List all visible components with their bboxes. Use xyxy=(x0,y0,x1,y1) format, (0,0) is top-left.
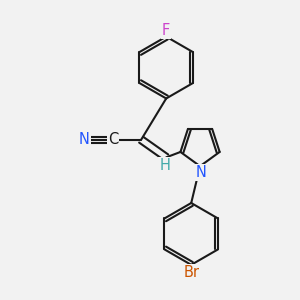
Text: N: N xyxy=(196,165,207,180)
Text: H: H xyxy=(159,158,170,173)
Text: C: C xyxy=(108,132,118,147)
Text: N: N xyxy=(79,132,90,147)
Text: Br: Br xyxy=(183,265,199,280)
Text: F: F xyxy=(162,23,170,38)
